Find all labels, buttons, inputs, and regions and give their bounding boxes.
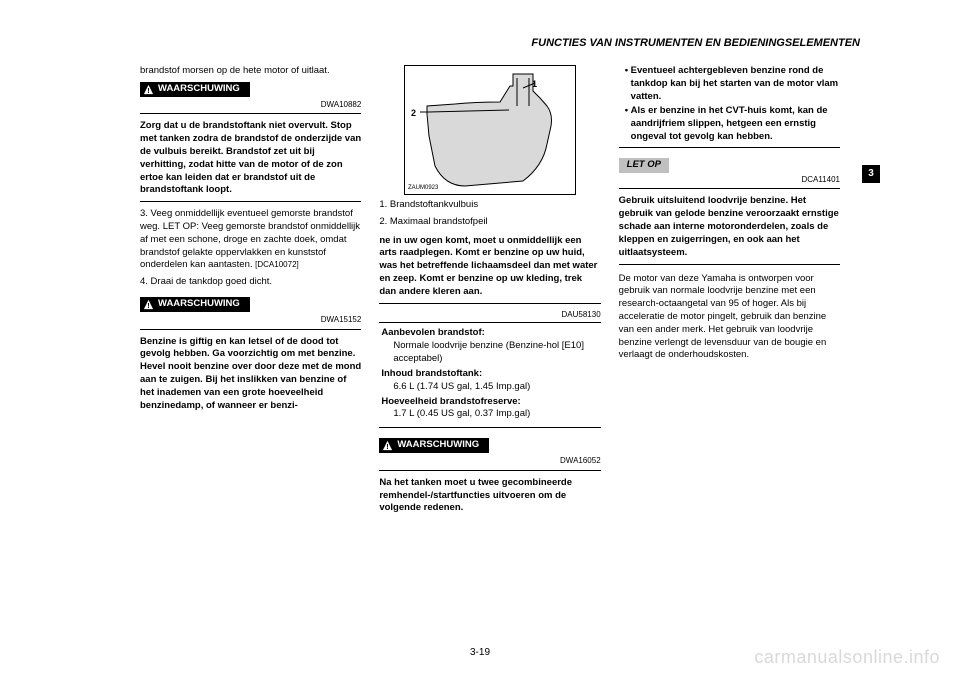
warning-block-2: ! WAARSCHUWING DWA15152 Benzine is gifti… <box>140 297 361 412</box>
fuel-spec-box: Aanbevolen brandstof: Normale loodvrije … <box>379 322 600 428</box>
warning-label-2: ! WAARSCHUWING <box>140 297 250 312</box>
letop-code: DCA11401 <box>619 175 840 186</box>
step-4: 4. Draai de tankdop goed dicht. <box>140 276 361 289</box>
spec-tank-label: Inhoud brandstoftank: <box>381 368 598 381</box>
warning-icon: ! <box>143 299 154 310</box>
warning-text-3: WAARSCHUWING <box>397 439 479 452</box>
warn2-code: DWA15152 <box>140 315 361 326</box>
col3-tail: De motor van deze Yamaha is ontworpen vo… <box>619 273 840 363</box>
column-3: Eventueel achtergebleven benzine rond de… <box>619 65 840 625</box>
warning-label-3: ! WAARSCHUWING <box>379 438 489 453</box>
rule <box>140 113 361 114</box>
warn3-body: Na het tanken moet u twee gecombineerde … <box>379 477 600 515</box>
letop-body: Gebruik uitsluitend loodvrije benzine. H… <box>619 195 840 259</box>
watermark: carmanualsonline.info <box>754 645 940 669</box>
warning-block-3: ! WAARSCHUWING DWA16052 Na het tanken mo… <box>379 438 600 515</box>
rule <box>619 264 840 265</box>
fuel-tank-figure: 1 2 ZAUM0923 <box>404 65 576 195</box>
rule <box>140 201 361 202</box>
rule <box>379 303 600 304</box>
tank-svg <box>405 66 577 196</box>
warning-block-1: ! WAARSCHUWING DWA10882 Zorg dat u de br… <box>140 82 361 202</box>
spec-fuel-label: Aanbevolen brandstof: <box>381 327 598 340</box>
spec-reserve-label: Hoeveelheid brandstofreserve: <box>381 396 598 409</box>
warning-text-1: WAARSCHUWING <box>158 83 240 96</box>
warn3-code: DWA16052 <box>379 456 600 467</box>
step3-text: 3. Veeg onmiddellijk eventueel gemorste … <box>140 208 360 270</box>
rule <box>379 470 600 471</box>
manual-page: FUNCTIES VAN INSTRUMENTEN EN BEDIENINGSE… <box>0 0 960 679</box>
spec-tank-value: 6.6 L (1.74 US gal, 1.45 Imp.gal) <box>393 381 598 394</box>
bullet-1: Eventueel achtergebleven benzine rond de… <box>631 65 840 103</box>
spec-reserve-value: 1.7 L (0.45 US gal, 0.37 Imp.gal) <box>393 408 598 421</box>
col1-intro: brandstof morsen op de hete motor of uit… <box>140 65 361 78</box>
rule <box>619 188 840 189</box>
warn1-body: Zorg dat u de brandstoftank niet overvul… <box>140 120 361 197</box>
warning-icon: ! <box>382 440 393 451</box>
warn1-code: DWA10882 <box>140 100 361 111</box>
column-1: brandstof morsen op de hete motor of uit… <box>140 65 361 625</box>
warning-icon: ! <box>143 84 154 95</box>
eau-code: DAU58130 <box>379 310 600 321</box>
letop-block: LET OP DCA11401 Gebruik uitsluitend lood… <box>619 158 840 265</box>
warning-label-1: ! WAARSCHUWING <box>140 82 250 97</box>
figure-callout-2: 2 <box>411 107 416 119</box>
page-number: 3-19 <box>470 646 490 660</box>
warning-bullet-list: Eventueel achtergebleven benzine rond de… <box>619 65 840 144</box>
figure-callout-1: 1 <box>532 78 537 90</box>
letop-label: LET OP <box>619 158 669 173</box>
svg-text:!: ! <box>147 301 149 310</box>
section-tab: 3 <box>862 165 880 183</box>
svg-text:!: ! <box>147 86 149 95</box>
warn2-body: Benzine is giftig en kan letsel of de do… <box>140 336 361 413</box>
col2-warn-cont: ne in uw ogen komt, moet u onmiddellijk … <box>379 235 600 299</box>
step-3: 3. Veeg onmiddellijk eventueel gemorste … <box>140 208 361 272</box>
figure-code: ZAUM0923 <box>408 184 438 192</box>
figure-caption-1: 1. Brandstoftankvulbuis <box>379 199 600 212</box>
rule <box>140 329 361 330</box>
page-header: FUNCTIES VAN INSTRUMENTEN EN BEDIENINGSE… <box>140 36 860 51</box>
warning-text-2: WAARSCHUWING <box>158 298 240 311</box>
spec-fuel-value: Normale loodvrije benzine (Benzine-hol [… <box>393 340 598 366</box>
content-columns: brandstof morsen op de hete motor of uit… <box>140 65 840 625</box>
step3-code: [DCA10072] <box>255 260 299 269</box>
figure-caption-2: 2. Maximaal brandstofpeil <box>379 216 600 229</box>
column-2: 1 2 ZAUM0923 1. Brandstoftankvulbuis 2. … <box>379 65 600 625</box>
svg-text:!: ! <box>387 442 389 451</box>
rule <box>619 147 840 148</box>
bullet-2: Als er benzine in het CVT-huis komt, kan… <box>631 105 840 143</box>
